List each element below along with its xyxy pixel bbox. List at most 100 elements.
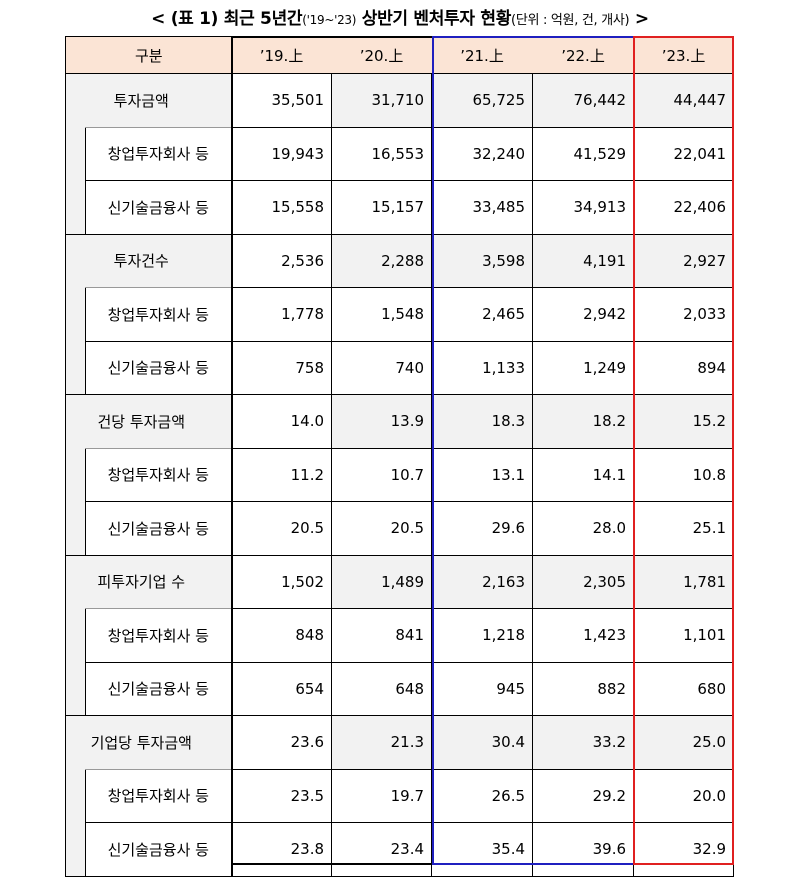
row-label: 건당 투자금액 [64,394,232,448]
table-cell: 32.9 [633,822,735,877]
table-cell: 25.1 [633,501,735,555]
table-cell: 26.5 [431,768,534,823]
row-indent [65,608,86,662]
row-indent [65,662,86,716]
table-cell: 1,548 [331,287,433,341]
table-cell: 2,305 [532,554,635,609]
table-cell: 2,163 [431,554,534,609]
table-cell: 35,501 [230,73,333,127]
sub-row-label: 창업투자회사 등 [84,608,232,662]
table-cell: 882 [532,661,635,716]
table-cell: 10.7 [331,447,433,502]
table-cell: 20.5 [331,501,433,555]
table-cell: 41,529 [532,126,635,181]
table-cell: 32,240 [431,126,534,181]
table-cell: 1,101 [633,608,735,662]
table-cell: 13.9 [331,394,433,448]
table-cell: 76,442 [532,73,635,127]
table-cell: 2,942 [532,287,635,341]
table-row: 창업투자회사 등 23.5 19.7 26.5 29.2 20.0 [65,768,735,823]
title-range: ('19~'23) [302,13,357,27]
table-cell: 22,041 [633,126,735,181]
table-cell: 23.6 [230,715,333,769]
table-cell: 28.0 [532,501,635,555]
table-cell: 1,423 [532,608,635,662]
table-cell: 2,927 [633,233,735,288]
venture-investment-table: 구분 ’19.上 ’20.上 ’21.上 ’22.上 ’23.上 투자금액 35,… [64,36,735,877]
table-cell: 4,191 [532,233,635,288]
row-indent [65,501,86,555]
table-row: 창업투자회사 등 11.2 10.7 13.1 14.1 10.8 [65,447,735,502]
table-row: 신기술금융사 등 15,558 15,157 33,485 34,913 22,406 [65,180,735,234]
table-row-group: 투자건수 2,536 2,288 3,598 4,191 2,927 [64,233,735,288]
table-cell: 14.0 [230,394,333,448]
header-col-22: ’22.上 [532,36,634,74]
title-main2: 상반기 벤처투자 현황 [356,9,512,29]
table-cell: 841 [331,608,433,662]
table-row-group: 피투자기업 수 1,502 1,489 2,163 2,305 1,781 [64,554,735,609]
table-cell: 740 [331,340,433,395]
row-indent [65,822,86,877]
table-cell: 44,447 [633,73,735,127]
table-cell: 2,536 [230,233,333,288]
table-cell: 34,913 [532,180,635,234]
table-row: 창업투자회사 등 1,778 1,548 2,465 2,942 2,033 [65,287,735,341]
table-cell: 1,502 [230,554,333,609]
table-cell: 19.7 [331,768,433,823]
table-cell: 19,943 [230,126,333,181]
sub-row-label: 신기술금융사 등 [84,822,232,877]
table-body: 투자금액 35,501 31,710 65,725 76,442 44,447 창업투자회사… [64,73,735,877]
table-cell: 18.2 [532,394,635,448]
row-label-text: 건당 투자금액 [97,412,186,431]
row-indent [65,341,86,395]
row-label-text: 투자건수 [113,252,169,271]
table-cell: 35.4 [431,822,534,877]
table-cell: 29.6 [431,501,534,555]
sub-row-label: 신기술금융사 등 [84,501,232,555]
row-indent [65,127,86,181]
table-cell: 13.1 [431,447,534,502]
table-cell: 1,778 [230,287,333,341]
table-cell: 23.5 [230,768,333,823]
table-row: 신기술금융사 등 23.8 23.4 35.4 39.6 32.9 [65,822,735,877]
table-cell: 2,465 [431,287,534,341]
table-cell: 1,781 [633,554,735,609]
table-cell: 21.3 [331,715,433,769]
row-indent [65,769,86,823]
table-cell: 22,406 [633,180,735,234]
table-cell: 14.1 [532,447,635,502]
table-cell: 680 [633,661,735,716]
title-close: > [629,9,649,29]
table-cell: 20.5 [230,501,333,555]
row-label: 투자건수 [64,233,232,288]
table-cell: 758 [230,340,333,395]
row-label-text: 기업당 투자금액 [90,733,192,752]
row-label-text: 투자금액 [113,91,169,110]
title-open: < [151,9,171,29]
table-cell: 39.6 [532,822,635,877]
table-cell: 15,157 [331,180,433,234]
header-col-19: ’19.上 [231,36,332,74]
table-cell: 30.4 [431,715,534,769]
table-cell: 33,485 [431,180,534,234]
row-indent [65,180,86,234]
table-cell: 654 [230,661,333,716]
table-row: 신기술금융사 등 758 740 1,133 1,249 894 [65,340,735,395]
header-col-20: ’20.上 [331,36,432,74]
table-cell: 15,558 [230,180,333,234]
table-cell: 33.2 [532,715,635,769]
table-cell: 1,249 [532,340,635,395]
header-category: 구분 [64,36,232,74]
table-row: 신기술금융사 등 654 648 945 882 680 [65,661,735,716]
table-cell: 29.2 [532,768,635,823]
table-cell: 648 [331,661,433,716]
sub-row-label: 신기술금융사 등 [84,340,232,395]
header-col-21: ’21.上 [431,36,533,74]
sub-row-label: 창업투자회사 등 [84,768,232,823]
table-cell: 1,489 [331,554,433,609]
table-cell: 31,710 [331,73,433,127]
table-title: < (표 1) 최근 5년간('19~'23) 상반기 벤처투자 현황(단위 :… [0,4,800,29]
row-label: 투자금액 [64,73,232,127]
table-row-group: 건당 투자금액 14.0 13.9 18.3 18.2 15.2 [64,394,735,448]
table-cell: 945 [431,661,534,716]
